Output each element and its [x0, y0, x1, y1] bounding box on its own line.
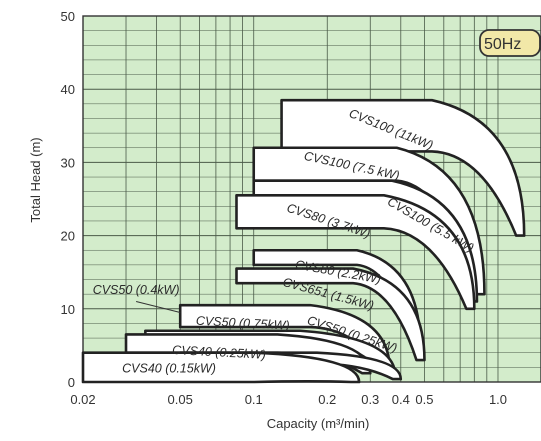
leader-line — [136, 300, 181, 313]
frequency-badge: 50Hz — [479, 29, 541, 57]
y-tick-label: 40 — [61, 82, 75, 97]
x-tick-label: 1.0 — [489, 392, 507, 407]
x-tick-label: 0.4 — [392, 392, 410, 407]
performance-region — [235, 267, 426, 362]
region-label: CVS40 (0.15kW) — [122, 361, 216, 375]
performance-regions — [81, 98, 526, 384]
frequency-badge-text: 50Hz — [484, 36, 521, 53]
y-tick-label: 50 — [61, 9, 75, 24]
x-tick-label: 0.3 — [361, 392, 379, 407]
y-tick-label: 10 — [61, 302, 75, 317]
region-label: CVS50 (0.4kW) — [93, 283, 180, 297]
y-tick-label: 30 — [61, 155, 75, 170]
label-leaders — [136, 300, 181, 313]
frequency-badge-box — [479, 29, 541, 57]
y-tick-label: 20 — [61, 229, 75, 244]
region-label: CVS40 (0.25kW) — [172, 343, 266, 362]
x-tick-label: 0.2 — [318, 392, 336, 407]
x-tick-label: 0.02 — [70, 392, 95, 407]
performance-region — [81, 351, 361, 384]
y-axis-title: Total Head (m) — [28, 137, 43, 222]
x-tick-label: 0.5 — [415, 392, 433, 407]
performance-region — [235, 194, 476, 311]
x-axis-title: Capacity (m³/min) — [267, 416, 370, 431]
x-tick-label: 0.1 — [245, 392, 263, 407]
x-tick-label: 0.05 — [168, 392, 193, 407]
performance-region — [280, 98, 526, 237]
axes: 0.02 0.05 0.1 0.2 0.3 0.4 0.5 1.0 0 10 20 30 40 50 — [61, 9, 507, 407]
region-label: CVS50 (0.75kW) — [196, 314, 290, 333]
y-tick-label: 0 — [68, 375, 75, 390]
